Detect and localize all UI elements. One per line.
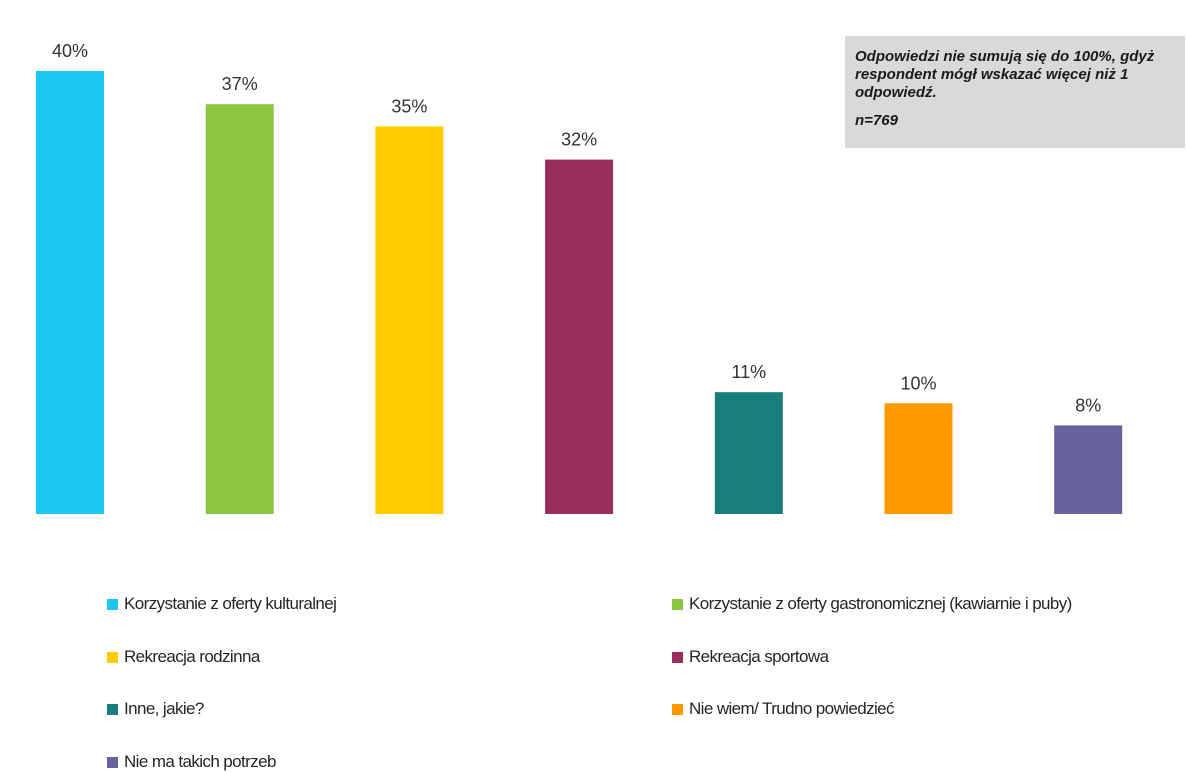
bar-value-label-1: 40% <box>52 41 88 61</box>
legend-label: Inne, jakie? <box>124 699 204 718</box>
bar-value-label-4: 32% <box>561 130 597 150</box>
legend-label: Nie wiem/ Trudno powiedzieć <box>689 699 895 718</box>
legend-swatch <box>672 703 683 715</box>
legend-item-2: Korzystanie z oferty gastronomicznej (ka… <box>672 593 1072 615</box>
legend-label: Rekreacja sportowa <box>689 647 829 666</box>
legend-label: Nie ma takich potrzeb <box>124 752 276 771</box>
legend-item-7: Nie ma takich potrzeb <box>107 751 276 773</box>
legend-swatch <box>107 703 118 715</box>
sample-size: n=769 <box>855 112 898 129</box>
note-box: Odpowiedzi nie sumują się do 100%, gdyż … <box>845 36 1185 148</box>
legend-swatch <box>107 756 118 768</box>
bar-value-label-7: 8% <box>1075 395 1101 415</box>
bar-2 <box>205 104 274 514</box>
note-text: Odpowiedzi nie sumują się do 100%, gdyż … <box>855 48 1155 101</box>
legend-swatch <box>107 598 118 610</box>
legend-swatch <box>107 651 118 663</box>
bar-value-label-2: 37% <box>222 74 258 94</box>
legend-item-6: Nie wiem/ Trudno powiedzieć <box>672 698 895 720</box>
legend-swatch <box>672 651 683 663</box>
bar-5 <box>714 392 783 514</box>
legend-swatch <box>672 598 683 610</box>
legend-label: Korzystanie z oferty kulturalnej <box>124 594 337 613</box>
bar-4 <box>545 159 614 514</box>
bar-7 <box>1054 425 1123 514</box>
bar-value-label-3: 35% <box>391 96 427 116</box>
legend-item-5: Inne, jakie? <box>107 698 204 720</box>
bar-value-label-5: 11% <box>731 362 766 382</box>
legend-label: Rekreacja rodzinna <box>124 647 260 666</box>
legend-item-3: Rekreacja rodzinna <box>107 646 260 668</box>
bar-value-label-6: 10% <box>900 373 936 393</box>
bar-1 <box>36 71 104 514</box>
legend-label: Korzystanie z oferty gastronomicznej (ka… <box>689 594 1072 613</box>
legend-item-4: Rekreacja sportowa <box>672 646 829 668</box>
bar-6 <box>884 403 953 514</box>
bar-3 <box>375 126 444 514</box>
legend-item-1: Korzystanie z oferty kulturalnej <box>107 593 337 615</box>
